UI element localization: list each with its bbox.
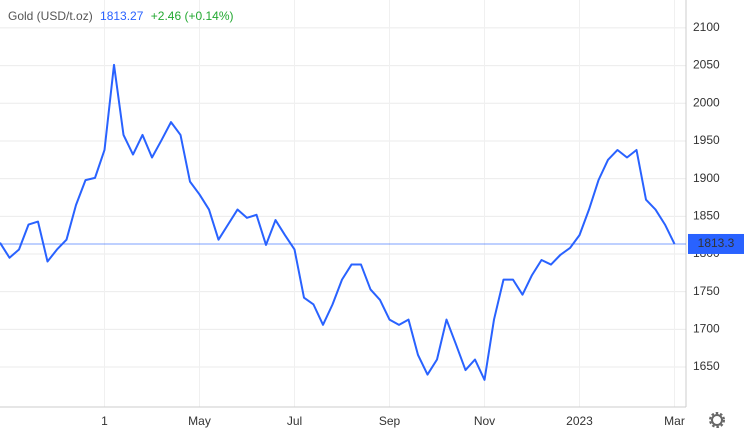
price: 1813.27 [100,9,144,23]
y-tick-label: 1950 [693,133,720,147]
last-price-box [688,233,744,254]
plot: 1650170017501800185019001950200020502100… [0,0,744,428]
instrument-name: Gold (USD/t.oz) [8,9,93,23]
x-tick-label: 1 [101,414,108,428]
y-tick-label: 1850 [693,208,720,222]
y-tick-label: 2100 [693,20,720,34]
x-tick-label: Sep [379,414,401,428]
y-tick-label: 1650 [693,359,720,373]
last-price-label: 1813.3 [698,236,735,250]
change: +2.46 (+0.14%) [151,9,234,23]
x-tick-label: Jul [287,414,302,428]
price-line [0,63,676,381]
y-tick-label: 1700 [693,322,720,336]
y-tick-label: 2050 [693,58,720,72]
x-tick-label: May [188,414,211,428]
gear-teeth[interactable] [709,412,725,428]
x-tick-label: 2023 [566,414,593,428]
x-tick-label: Nov [474,414,495,428]
y-tick-label: 1750 [693,284,720,298]
gear[interactable] [711,414,723,426]
y-tick-label: 2000 [693,95,720,109]
x-tick-label: Mar [664,414,685,428]
y-tick-label: 1900 [693,171,720,185]
header: Gold (USD/t.oz) 1813.27 +2.46 (+0.14%) [8,9,234,23]
settings-icon[interactable] [709,412,725,428]
